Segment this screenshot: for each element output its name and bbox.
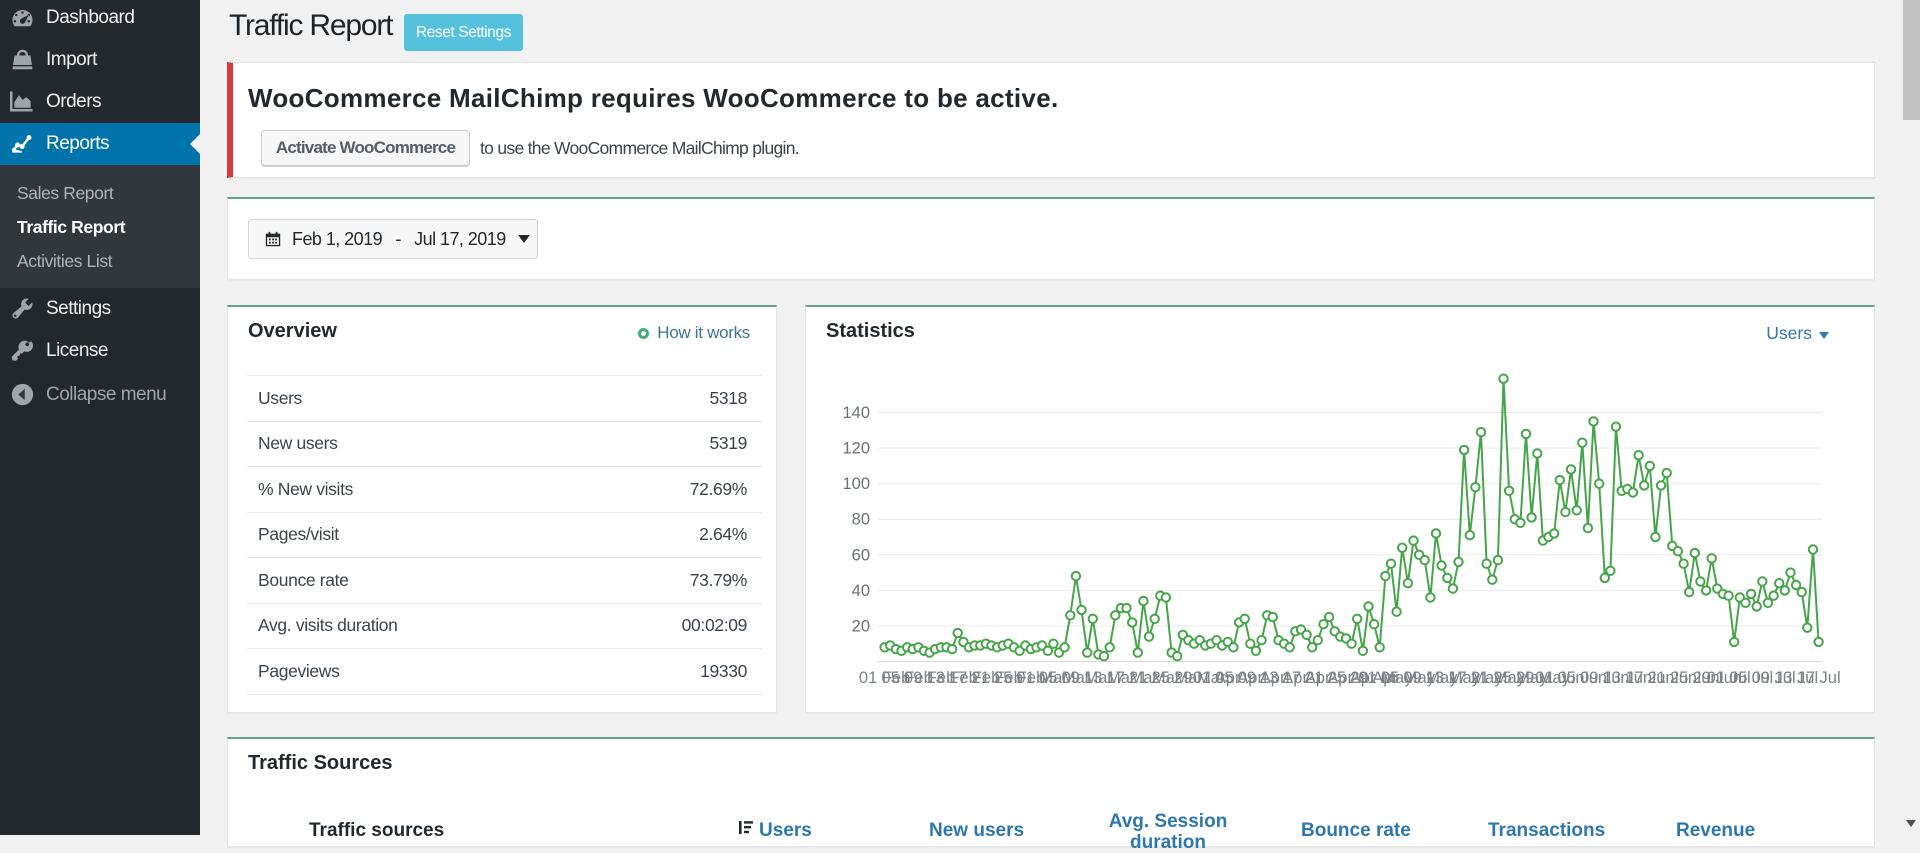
svg-text:01 May: 01 May	[1358, 669, 1413, 687]
svg-text:60: 60	[852, 546, 870, 564]
svg-text:05 Jul: 05 Jul	[1729, 669, 1773, 687]
svg-text:21 Jun: 21 Jun	[1648, 669, 1698, 687]
svg-text:01 Jun: 01 Jun	[1535, 669, 1585, 687]
svg-text:120: 120	[842, 440, 870, 458]
svg-text:80: 80	[852, 511, 870, 529]
svg-text:05 Mar: 05 Mar	[1039, 669, 1091, 687]
svg-text:09 Jun: 09 Jun	[1580, 669, 1630, 687]
svg-text:21 Feb: 21 Feb	[971, 669, 1022, 687]
svg-text:100: 100	[842, 475, 870, 493]
svg-text:13 Jul: 13 Jul	[1774, 669, 1818, 687]
svg-text:13 Jun: 13 Jun	[1603, 669, 1653, 687]
svg-text:13 May: 13 May	[1426, 669, 1481, 687]
svg-text:01 Feb: 01 Feb	[859, 669, 910, 687]
svg-text:17 Feb: 17 Feb	[949, 669, 1000, 687]
svg-text:25 Jun: 25 Jun	[1670, 669, 1720, 687]
svg-text:25 Mar: 25 Mar	[1152, 669, 1204, 687]
svg-text:29 May: 29 May	[1516, 669, 1571, 687]
svg-text:25 May: 25 May	[1493, 669, 1548, 687]
svg-text:09 Mar: 09 Mar	[1062, 669, 1114, 687]
svg-text:21 Apr: 21 Apr	[1305, 669, 1353, 687]
svg-text:05 Feb: 05 Feb	[881, 669, 932, 687]
svg-text:13 Mar: 13 Mar	[1084, 669, 1136, 687]
svg-text:29 Mar: 29 Mar	[1174, 669, 1226, 687]
svg-text:25 Feb: 25 Feb	[994, 669, 1045, 687]
svg-text:09 Apr: 09 Apr	[1238, 669, 1286, 687]
svg-text:17 Apr: 17 Apr	[1283, 669, 1331, 687]
svg-text:09 Feb: 09 Feb	[904, 669, 955, 687]
svg-text:01 Jul: 01 Jul	[1707, 669, 1751, 687]
svg-text:40: 40	[852, 582, 870, 600]
svg-text:17 Jun: 17 Jun	[1625, 669, 1675, 687]
svg-text:13 Apr: 13 Apr	[1260, 669, 1308, 687]
svg-text:25 Apr: 25 Apr	[1328, 669, 1376, 687]
svg-text:29 Jun: 29 Jun	[1693, 669, 1743, 687]
svg-text:05 Apr: 05 Apr	[1215, 669, 1263, 687]
svg-text:20: 20	[852, 617, 870, 635]
svg-text:29 Apr: 29 Apr	[1350, 669, 1398, 687]
svg-text:05 Jun: 05 Jun	[1558, 669, 1608, 687]
svg-text:17 Mar: 17 Mar	[1107, 669, 1159, 687]
svg-text:21 Mar: 21 Mar	[1129, 669, 1181, 687]
svg-text:21 May: 21 May	[1471, 669, 1526, 687]
svg-text:01 Apr: 01 Apr	[1193, 669, 1241, 687]
svg-text:01 Mar: 01 Mar	[1016, 669, 1068, 687]
svg-text:140: 140	[842, 404, 870, 422]
svg-text:17 Jul: 17 Jul	[1797, 669, 1841, 687]
svg-text:09 Jul: 09 Jul	[1752, 669, 1796, 687]
svg-text:13 Feb: 13 Feb	[926, 669, 977, 687]
svg-text:05 May: 05 May	[1381, 669, 1436, 687]
svg-text:17 May: 17 May	[1448, 669, 1503, 687]
svg-text:09 May: 09 May	[1403, 669, 1458, 687]
